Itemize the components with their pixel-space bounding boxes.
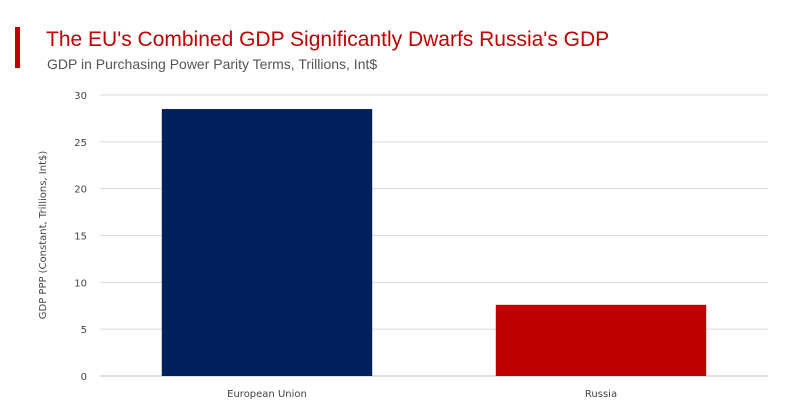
bar-russia	[495, 304, 707, 376]
y-tick-label: 5	[81, 325, 87, 336]
y-tick-label: 0	[81, 372, 87, 383]
title-accent-bar	[15, 27, 20, 68]
y-tick-label: 15	[74, 232, 87, 243]
y-axis-label: GDP PPP (Constant, Trillions, Int$)	[38, 151, 49, 320]
x-tick-label: Russia	[585, 389, 617, 400]
chart-title: The EU's Combined GDP Significantly Dwar…	[46, 28, 610, 51]
bar-european-union	[161, 109, 373, 377]
y-tick-label: 25	[74, 138, 87, 149]
y-tick-labels: 0 5 10 15 20 25 30	[74, 91, 87, 383]
y-tick-label: 20	[74, 185, 87, 196]
x-tick-label: European Union	[227, 389, 307, 400]
x-tick-labels: European Union Russia	[227, 389, 617, 400]
y-tick-label: 10	[74, 278, 87, 289]
chart-subtitle: GDP in Purchasing Power Parity Terms, Tr…	[47, 56, 378, 72]
bars	[161, 109, 707, 377]
y-tick-label: 30	[74, 91, 87, 102]
